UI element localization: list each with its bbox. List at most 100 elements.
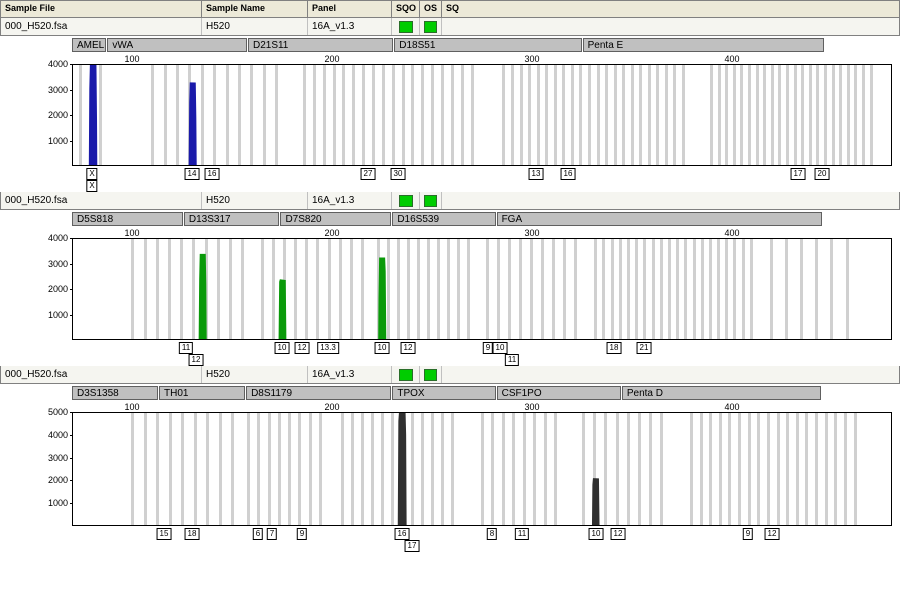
os-indicator <box>420 18 442 35</box>
col-sq: SQ <box>442 1 899 17</box>
y-tick-label: 1000 <box>48 310 68 320</box>
sq-cell <box>442 18 899 35</box>
locus-label: D13S317 <box>184 212 280 226</box>
y-tick-label: 2000 <box>48 475 68 485</box>
panel-value: 16A_v1.3 <box>308 366 392 383</box>
locus-label: D7S820 <box>280 212 391 226</box>
locus-label: D18S51 <box>394 38 581 52</box>
status-indicator-icon <box>424 369 437 381</box>
plot-box <box>72 238 892 340</box>
y-tick-label: 4000 <box>48 430 68 440</box>
y-tick-label: 4000 <box>48 59 68 69</box>
file-header-row: Sample File Sample Name Panel SQO OS SQ <box>0 0 900 18</box>
allele-call: 18 <box>185 528 200 540</box>
trace-line <box>73 65 891 166</box>
x-tick-label: 300 <box>524 54 539 64</box>
y-tick-label: 2000 <box>48 284 68 294</box>
x-tick-label: 300 <box>524 228 539 238</box>
allele-call: 6 <box>253 528 263 540</box>
allele-call: 16 <box>561 168 576 180</box>
x-tick-label: 400 <box>724 228 739 238</box>
x-axis: 100200300400 <box>72 54 892 64</box>
y-axis: 1000200030004000 <box>4 238 70 340</box>
col-sample-file: Sample File <box>1 1 202 17</box>
sample-file-value: 000_H520.fsa <box>1 192 202 209</box>
x-tick-label: 100 <box>124 402 139 412</box>
allele-call: 12 <box>189 354 204 366</box>
status-indicator-icon <box>424 21 437 33</box>
locus-label-row: D3S1358TH01D8S1179TPOXCSF1POPenta D <box>0 384 900 402</box>
sqo-indicator <box>392 366 420 383</box>
col-os: OS <box>420 1 442 17</box>
status-indicator-icon <box>424 195 437 207</box>
allele-call: 10 <box>493 342 508 354</box>
sqo-indicator <box>392 192 420 209</box>
allele-call: 13.3 <box>317 342 339 354</box>
x-tick-label: 200 <box>324 228 339 238</box>
allele-call: 10 <box>375 342 390 354</box>
locus-label: D8S1179 <box>246 386 391 400</box>
locus-label: CSF1PO <box>497 386 621 400</box>
panel-meta-row: 000_H520.fsa H520 16A_v1.3 <box>0 18 900 36</box>
status-indicator-icon <box>399 21 413 33</box>
electropherogram-panel: 000_H520.fsa H520 16A_v1.3 D3S1358TH01D8… <box>0 366 900 544</box>
panel-meta-row: 000_H520.fsa H520 16A_v1.3 <box>0 366 900 384</box>
sample-name-value: H520 <box>202 18 308 35</box>
electropherogram-panel: 000_H520.fsa H520 16A_v1.3 AMELvWAD21S11… <box>0 18 900 184</box>
locus-label-row: AMELvWAD21S11D18S51Penta E <box>0 36 900 54</box>
allele-call: 27 <box>361 168 376 180</box>
y-tick-label: 5000 <box>48 407 68 417</box>
plot-box <box>72 412 892 526</box>
electropherogram-panel: 000_H520.fsa H520 16A_v1.3 D5S818D13S317… <box>0 192 900 358</box>
chart-area: 1002003004001000200030004000XX1416273013… <box>4 54 896 184</box>
allele-call: 21 <box>637 342 652 354</box>
allele-call: 7 <box>267 528 277 540</box>
allele-call: 12 <box>295 342 310 354</box>
locus-label: D5S818 <box>72 212 183 226</box>
allele-call: 11 <box>515 528 529 540</box>
panel-value: 16A_v1.3 <box>308 192 392 209</box>
y-tick-label: 3000 <box>48 85 68 95</box>
locus-label: FGA <box>497 212 822 226</box>
locus-label-row: D5S818D13S317D7S820D16S539FGA <box>0 210 900 228</box>
trace-line <box>73 413 891 526</box>
allele-call: 16 <box>205 168 220 180</box>
x-tick-label: 400 <box>724 54 739 64</box>
locus-label: D3S1358 <box>72 386 158 400</box>
sample-name-value: H520 <box>202 192 308 209</box>
allele-call: 11 <box>505 354 519 366</box>
y-tick-label: 2000 <box>48 110 68 120</box>
status-indicator-icon <box>399 369 413 381</box>
sq-cell <box>442 192 899 209</box>
allele-call: 10 <box>589 528 604 540</box>
x-tick-label: 100 <box>124 228 139 238</box>
x-tick-label: 200 <box>324 402 339 412</box>
allele-call-row: XX1416273013161720 <box>72 168 892 184</box>
allele-call: 18 <box>607 342 622 354</box>
y-tick-label: 4000 <box>48 233 68 243</box>
allele-call-row: 1112101213.31012910111821 <box>72 342 892 358</box>
allele-call: 30 <box>391 168 406 180</box>
y-tick-label: 3000 <box>48 453 68 463</box>
y-tick-label: 1000 <box>48 136 68 146</box>
col-sample-name: Sample Name <box>202 1 308 17</box>
allele-call-row: 151867916178111012912 <box>72 528 892 544</box>
allele-call: 17 <box>405 540 420 552</box>
y-axis: 10002000300040005000 <box>4 412 70 526</box>
os-indicator <box>420 192 442 209</box>
sample-file-value: 000_H520.fsa <box>1 18 202 35</box>
allele-call: 9 <box>743 528 753 540</box>
locus-label: Penta E <box>583 38 824 52</box>
allele-call: 12 <box>611 528 626 540</box>
col-sqo: SQO <box>392 1 420 17</box>
panel-meta-row: 000_H520.fsa H520 16A_v1.3 <box>0 192 900 210</box>
col-panel: Panel <box>308 1 392 17</box>
allele-call: 12 <box>765 528 780 540</box>
allele-call: 12 <box>401 342 416 354</box>
x-axis: 100200300400 <box>72 402 892 412</box>
chart-area: 10020030040010002000300040001112101213.3… <box>4 228 896 358</box>
locus-label: D21S11 <box>248 38 393 52</box>
allele-call: 8 <box>487 528 497 540</box>
locus-label: D16S539 <box>392 212 495 226</box>
locus-label: vWA <box>107 38 247 52</box>
